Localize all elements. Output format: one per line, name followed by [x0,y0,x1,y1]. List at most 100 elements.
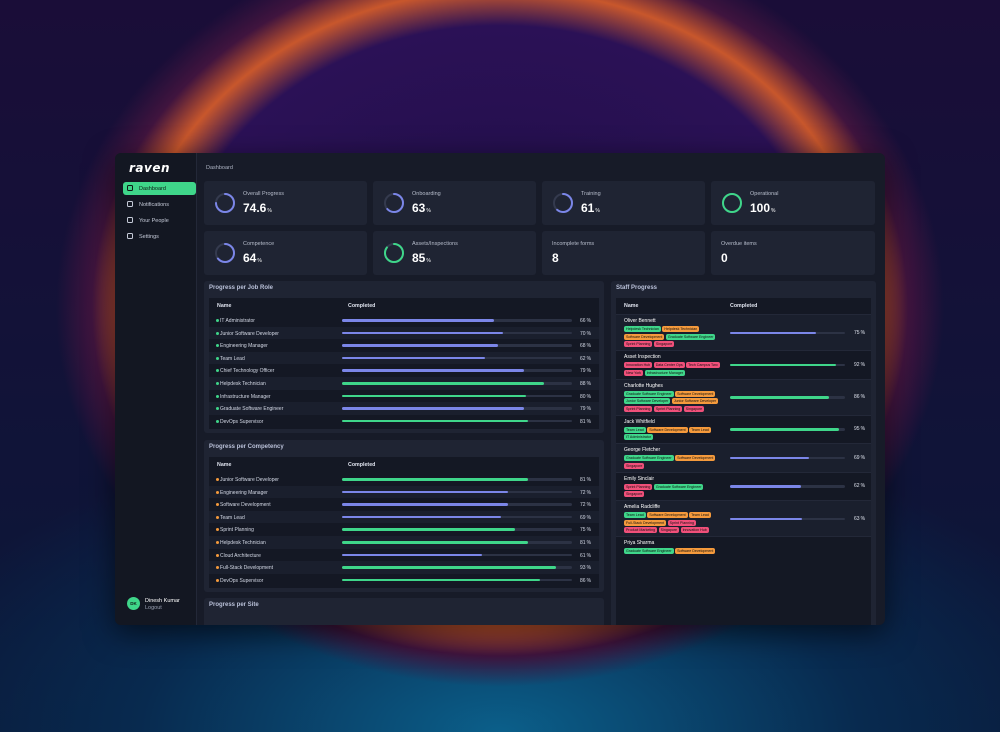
tag: Team Lead [689,426,711,433]
bar-track [730,456,845,460]
row-dot [216,344,219,348]
tag-list: Graduate Software Engineer Software Devel… [624,455,724,469]
tag: Sprint Planning [624,405,653,412]
tag-list: Helpdesk Technician Helpdesk Technician So… [624,326,724,347]
row-name: Software Development [216,502,271,508]
stat-number: 61 [581,201,595,215]
col-completed[interactable]: Completed [348,462,376,468]
app-window: raven DK Dinesh Kumar Logout Dashboard No… [115,153,885,625]
percent-value: 75 [854,329,860,336]
percent-unit: % [586,477,592,483]
percent-label: 66% [580,318,591,324]
stat-number: 85 [412,251,426,265]
bar-track [342,515,572,519]
panel-title: Progress per Job Role [209,285,274,291]
panel-title: Staff Progress [616,285,658,291]
bar-fill [342,369,524,372]
tag: Sprint Planning [667,519,697,526]
tag: Product Marketing [624,527,658,533]
staff-name: Charlotte Hughes [624,382,663,389]
progress-ring [215,243,235,263]
nav-icon [127,217,133,223]
table-row: Team Lead 69% [209,510,599,524]
tag: Data Center Ops [653,362,685,368]
tag-list: Team Lead Software Development Team Lead IT… [624,426,724,440]
table-row: Helpdesk Technician 88% [209,376,599,390]
percent-unit: % [586,565,592,572]
panel: Staff Progress Name Completed Oliver Bennet… [611,281,876,625]
tag: Sprint Planning [624,341,653,347]
tag: Infrastructure Manager [644,369,686,376]
tag: Software Development [647,512,688,518]
bar-track [342,528,572,531]
col-name[interactable]: Name [217,462,232,468]
row-label: Software Development [220,502,271,509]
percent-value: 70 [580,330,586,337]
percent-label: 80% [580,394,591,400]
bar-fill [730,456,810,460]
tag: Software Development [675,548,716,554]
bar-fill [342,478,529,481]
table-row: IT Administrator 66% [209,314,599,327]
table-row: Engineering Manager 72% [209,485,599,499]
row-name: DevOps Supervisor [216,578,263,584]
nav-item[interactable]: Settings [123,230,196,243]
logout[interactable]: Logout [145,605,162,611]
panel: Progress per Competency Name Completed Juni… [204,440,604,592]
percent-label: 62% [854,483,865,489]
row-label: Sprint Planning [220,527,254,534]
panel: Progress per Site [204,598,604,625]
nav-item[interactable]: Notifications [123,198,196,211]
percent-unit: % [586,343,592,350]
row-label: DevOps Supervisor [220,577,264,584]
col-completed[interactable]: Completed [730,303,758,309]
row-name: Helpdesk Technician [216,540,266,546]
bar-fill [342,331,503,335]
bar-fill [730,331,817,335]
nav-item[interactable]: Your People [123,214,196,227]
tag: Innovation Hub [624,362,653,368]
bar-track [730,517,845,521]
bar-fill [342,503,508,506]
row-label: Cloud Architecture [220,552,261,559]
tag: Singapore [683,405,705,412]
panel: Progress per Job Role Name Completed IT Adm… [204,281,604,433]
staff-name: Amelia Radcliffe [624,504,661,510]
stat-value: 100% [750,201,775,215]
percent-value: 72 [580,502,586,509]
tag: Junior Software Developer [671,398,719,404]
tag: Graduate Software Engineer [624,548,674,554]
stat-label: Onboarding [412,191,441,197]
stat-value: 64% [243,251,262,265]
staff-row: Amelia Radcliffe Team Lead Software Develo… [616,500,871,536]
row-dot [216,540,219,544]
row-dot [216,319,219,322]
percent-value: 86 [854,394,860,400]
bar-track [730,396,845,399]
stat-value: 74.6% [243,201,272,215]
stat-value: 0 [721,251,728,265]
progress-ring [384,193,404,213]
bar-fill [342,356,485,360]
tag: Helpdesk Technician [624,326,661,332]
avatar: DK [127,597,140,610]
col-name[interactable]: Name [217,303,232,309]
stat-label: Operational [750,191,779,197]
percent-value: 93 [580,565,586,572]
nav-item[interactable]: Dashboard [123,182,196,195]
percent-value: 68 [580,343,586,350]
col-completed[interactable]: Completed [348,303,376,309]
col-name[interactable]: Name [624,303,639,309]
tag: Singapore [624,491,645,497]
logo: raven [129,161,171,175]
percent-label: 81% [580,477,591,483]
bar-fill [342,394,526,398]
percent-unit: % [586,393,592,400]
percent-label: 93% [580,565,591,571]
staff-name: George Fletcher [624,447,661,453]
bar-track [342,319,572,322]
ring-fill [215,193,235,213]
percent-unit: % [586,502,592,509]
percent-label: 88% [580,381,591,387]
tag: Team Lead [689,512,711,518]
